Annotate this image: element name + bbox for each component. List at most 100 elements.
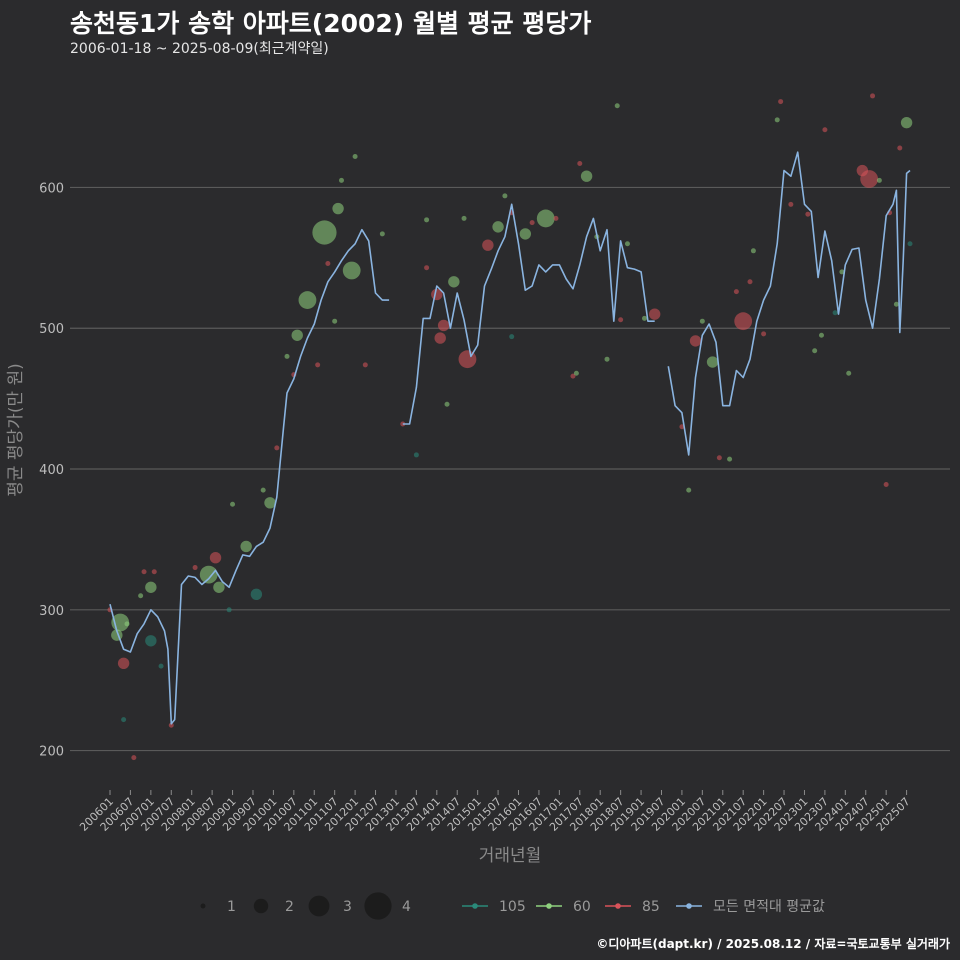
data-point-85: [570, 373, 576, 379]
data-point-85: [716, 455, 722, 461]
data-point-60: [846, 370, 852, 376]
data-point-60: [230, 501, 236, 507]
legend-size-key: [200, 903, 206, 909]
legend-size-label: 1: [227, 899, 236, 915]
data-point-60: [352, 153, 358, 159]
data-point-60: [298, 291, 317, 309]
data-point-60: [573, 370, 579, 376]
legend-series-dot: [546, 903, 552, 909]
data-point-85: [437, 319, 450, 332]
legend-size-key: [308, 895, 330, 917]
legend-series-dot: [472, 903, 478, 909]
data-point-85: [788, 201, 794, 207]
data-point-60: [424, 217, 430, 223]
data-point-105: [832, 310, 838, 316]
data-point-60: [519, 228, 532, 240]
footer-credit: ©디아파트(dapt.kr) / 2025.08.12 / 자료=국토교통부 실…: [596, 937, 950, 951]
data-point-85: [761, 331, 767, 337]
data-point-85: [192, 565, 198, 571]
legend-size-label: 3: [343, 899, 352, 915]
data-point-60: [312, 220, 337, 245]
data-point-85: [778, 99, 784, 105]
data-point-60: [893, 301, 899, 307]
data-point-85: [734, 312, 753, 331]
average-line-segment: [667, 151, 911, 456]
data-point-60: [750, 248, 756, 254]
data-point-85: [434, 332, 446, 344]
data-point-85: [529, 220, 535, 226]
data-point-105: [250, 588, 263, 601]
data-point-85: [168, 722, 174, 728]
data-point-85: [209, 552, 222, 564]
data-point-85: [805, 211, 811, 217]
data-point-60: [624, 241, 630, 247]
average-line-segment: [109, 228, 390, 725]
legend-size-key: [253, 898, 269, 914]
data-point-85: [689, 335, 702, 347]
scatter-points: [107, 93, 913, 761]
data-point-60: [338, 177, 344, 183]
data-point-60: [876, 177, 882, 183]
data-point-85: [325, 260, 331, 266]
data-point-60: [774, 117, 780, 123]
data-point-60: [900, 116, 913, 129]
data-point-85: [151, 569, 157, 575]
data-point-60: [260, 487, 266, 493]
data-point-60: [614, 103, 620, 109]
y-tick-label: 500: [39, 322, 64, 337]
data-point-60: [706, 356, 719, 368]
data-point-85: [482, 239, 494, 251]
data-point-105: [413, 452, 419, 458]
data-point-60: [199, 565, 218, 584]
legend-series-label: 85: [642, 899, 660, 915]
legend-series-dot: [615, 903, 621, 909]
data-point-85: [822, 127, 828, 133]
data-point-60: [727, 456, 733, 462]
legend-size-key: [364, 892, 392, 920]
data-point-85: [897, 145, 903, 151]
legend-series-label: 60: [573, 899, 591, 915]
data-point-60: [686, 487, 692, 493]
data-point-60: [492, 221, 504, 233]
y-tick-label: 200: [39, 745, 64, 760]
data-point-60: [213, 581, 225, 593]
y-tick-label: 400: [39, 463, 64, 478]
average-line: [109, 151, 911, 725]
average-line-segment: [402, 203, 655, 425]
y-axis-ticks: 200 300 400 500 600: [39, 181, 64, 759]
legend: 1 2 3 4 105 60 85 모든 면적대 평균값: [200, 892, 825, 920]
data-point-85: [733, 289, 739, 295]
y-axis-title: 평균 평당가(만 원): [6, 363, 26, 497]
data-point-105: [145, 635, 157, 647]
legend-series-label: 모든 면적대 평균값: [713, 899, 825, 915]
data-point-60: [448, 276, 460, 288]
data-point-60: [641, 315, 647, 321]
data-point-60: [379, 231, 385, 237]
x-axis-title: 거래년월: [479, 846, 542, 866]
data-point-85: [424, 265, 430, 271]
data-point-85: [883, 481, 889, 487]
data-point-60: [332, 318, 338, 324]
data-point-85: [648, 308, 661, 320]
data-point-60: [264, 497, 276, 509]
chart-subtitle: 2006-01-18 ~ 2025-08-09(최근계약일): [70, 41, 329, 57]
y-tick-label: 300: [39, 604, 64, 619]
data-point-85: [117, 657, 130, 669]
data-point-60: [444, 401, 450, 407]
data-point-60: [839, 269, 845, 275]
legend-series-dot: [686, 903, 692, 909]
data-point-85: [870, 93, 876, 99]
data-point-60: [536, 209, 555, 228]
data-point-60: [240, 540, 252, 553]
data-point-85: [747, 279, 753, 285]
data-point-60: [342, 261, 361, 280]
legend-series-label: 105: [499, 899, 526, 915]
data-point-60: [284, 353, 290, 359]
data-point-85: [274, 445, 280, 451]
data-point-60: [461, 215, 467, 221]
data-point-60: [332, 202, 344, 215]
data-point-105: [158, 663, 164, 669]
data-point-85: [141, 569, 147, 575]
data-point-60: [812, 348, 818, 354]
